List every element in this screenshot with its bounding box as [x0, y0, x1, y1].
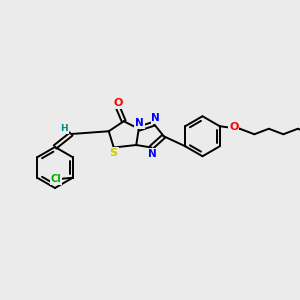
- Text: N: N: [135, 118, 144, 128]
- Text: N: N: [152, 113, 160, 123]
- Text: O: O: [114, 98, 123, 108]
- Text: S: S: [110, 148, 118, 158]
- Text: Cl: Cl: [51, 174, 62, 184]
- Text: H: H: [60, 124, 68, 133]
- Text: O: O: [229, 122, 239, 133]
- Text: N: N: [148, 148, 156, 158]
